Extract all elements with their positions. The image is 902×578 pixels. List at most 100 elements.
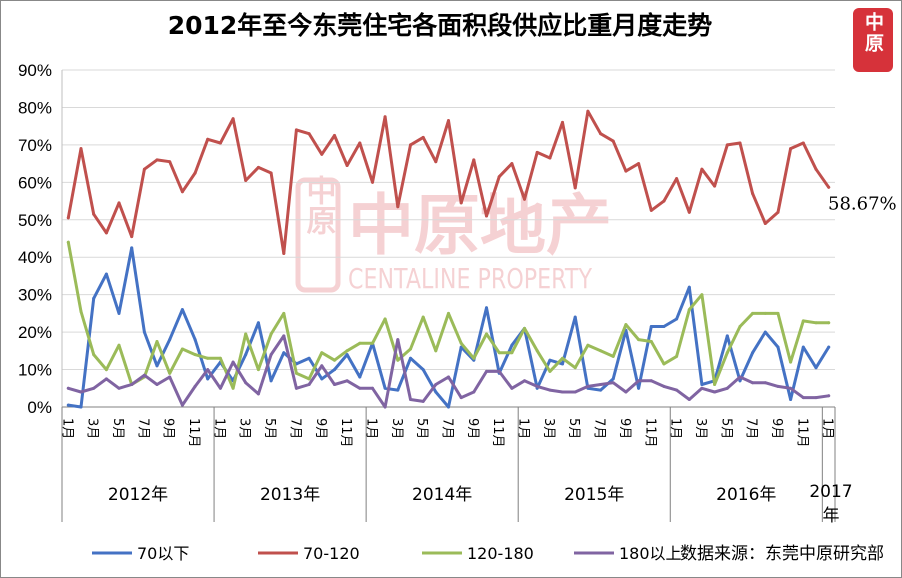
data-point xyxy=(193,171,197,175)
x-tick-label: 5月 xyxy=(414,418,429,439)
data-point xyxy=(573,315,577,319)
data-point xyxy=(624,169,628,173)
data-point xyxy=(104,377,108,381)
data-point xyxy=(675,317,679,321)
x-tick-label: 7月 xyxy=(287,418,302,439)
data-point xyxy=(447,311,450,315)
x-tick-label: 5月 xyxy=(566,418,581,439)
data-point xyxy=(256,392,260,396)
data-point xyxy=(649,379,653,383)
data-point xyxy=(548,388,552,392)
data-point xyxy=(789,398,793,401)
y-axis: 0% 10% 20% 30% 40% 50% 60% 70% 80% 90% xyxy=(18,61,63,417)
data-point xyxy=(206,377,210,381)
data-point xyxy=(92,386,96,390)
data-point xyxy=(79,390,83,394)
data-point xyxy=(725,334,729,338)
data-point xyxy=(599,388,603,392)
data-point xyxy=(611,381,615,385)
data-point xyxy=(269,171,273,175)
x-tick-label: 1月 xyxy=(363,418,378,439)
data-point xyxy=(409,347,412,351)
x-tick-label: 11月 xyxy=(186,418,201,448)
data-point xyxy=(637,338,641,342)
data-point xyxy=(814,396,818,400)
data-point xyxy=(371,386,374,390)
data-point xyxy=(675,177,679,181)
data-point xyxy=(662,325,666,328)
series-70-120 xyxy=(66,109,831,255)
end-value-label: 58.67% xyxy=(828,193,897,214)
data-point xyxy=(193,338,197,342)
data-point xyxy=(282,351,286,355)
data-point xyxy=(738,379,742,383)
logo-text: 中原 xyxy=(862,11,884,54)
x-tick-label: 1月 xyxy=(516,418,531,439)
x-tick-label: 3月 xyxy=(85,418,100,439)
data-point xyxy=(371,341,374,345)
year-label: 2012年 xyxy=(108,485,168,505)
data-point xyxy=(193,384,197,388)
logo-badge xyxy=(853,8,893,72)
data-point xyxy=(751,381,755,385)
data-point xyxy=(66,216,70,220)
x-tick-label: 9月 xyxy=(161,418,176,439)
legend-label: 70-120 xyxy=(303,544,360,563)
data-point xyxy=(231,386,235,390)
data-point xyxy=(396,205,400,209)
data-point xyxy=(713,383,717,386)
data-point xyxy=(459,396,463,400)
data-point xyxy=(751,192,755,196)
x-tick-label: 1月 xyxy=(211,418,226,439)
data-point xyxy=(383,386,387,390)
watermark-en: CENTALINE PROPERTY xyxy=(348,262,593,295)
data-point xyxy=(561,120,564,124)
series-line xyxy=(66,334,831,409)
series-120-180 xyxy=(66,240,831,390)
data-point xyxy=(307,132,311,136)
data-point xyxy=(396,358,400,362)
data-point xyxy=(92,296,96,300)
data-point xyxy=(79,147,83,151)
data-point xyxy=(599,383,603,386)
data-point xyxy=(104,272,108,276)
data-point xyxy=(687,285,691,289)
data-point xyxy=(231,360,235,364)
y-tick-label: 40% xyxy=(18,248,52,267)
data-point xyxy=(142,167,146,171)
x-tick-label: 11月 xyxy=(642,418,657,448)
y-tick-label: 10% xyxy=(18,361,52,380)
x-tick-label: 1月 xyxy=(668,418,683,439)
data-point xyxy=(586,384,590,388)
data-point xyxy=(801,396,805,400)
data-point xyxy=(92,212,96,216)
data-point xyxy=(168,338,172,342)
data-point xyxy=(548,369,552,373)
data-point xyxy=(104,231,108,235)
data-point xyxy=(624,323,628,327)
data-point xyxy=(573,366,577,370)
x-tick-label: 1月 xyxy=(59,418,74,439)
x-tick-label: 9月 xyxy=(617,418,632,439)
data-point xyxy=(649,208,653,212)
data-point xyxy=(294,371,298,375)
data-point xyxy=(472,356,476,360)
data-point xyxy=(725,386,729,390)
x-tick-label: 3月 xyxy=(693,418,708,439)
data-point xyxy=(333,383,336,386)
y-tick-label: 50% xyxy=(18,211,52,230)
data-point xyxy=(751,311,755,315)
data-point xyxy=(763,311,767,315)
data-point xyxy=(256,165,260,169)
data-point xyxy=(269,379,273,383)
data-point xyxy=(776,311,780,315)
data-point xyxy=(66,240,70,244)
data-point xyxy=(510,343,514,347)
data-point xyxy=(117,386,121,390)
data-point xyxy=(358,341,362,345)
data-point xyxy=(662,362,666,366)
data-point xyxy=(611,139,615,143)
data-point xyxy=(561,356,564,360)
data-point xyxy=(497,175,501,179)
data-point xyxy=(409,143,412,147)
